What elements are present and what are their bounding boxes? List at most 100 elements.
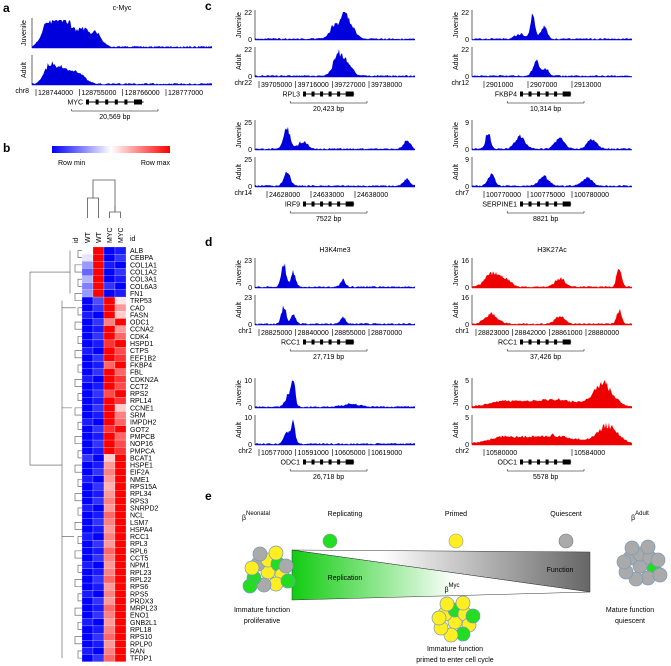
size-bracket [289,469,368,472]
gene-label: MRPL23 [130,606,157,613]
heatmap-cell [114,397,127,405]
dendrogram-branch [77,536,82,545]
heatmap-cell [114,540,127,548]
size-bracket [289,349,368,352]
size-label: 27,719 bp [313,354,344,361]
heatmap-cell [81,647,94,655]
exon [545,339,549,345]
heatmap-cell [103,354,116,362]
heatmap-cell [114,511,127,519]
heatmap-cell [92,511,105,519]
chromosome: chr22 [234,80,252,87]
coord-label: 128766000 [125,90,160,97]
exon [545,91,549,97]
track-min: 0 [465,322,469,329]
gene-label: BCAT1 [130,455,152,462]
dendrogram-branch [74,264,82,273]
heatmap-cell [114,632,127,641]
gene-label: PMPCA [130,448,155,455]
exon [337,459,341,465]
track-min: 0 [465,442,469,449]
beta-label: βNeonatal [242,511,270,522]
heatmap-cell [103,397,116,405]
heatmap-cell [81,640,94,648]
gene-label: IMPDH2 [130,420,157,427]
chromosome: chr1 [238,328,252,335]
heatmap-cell [114,389,127,398]
gene-label: HSPE1 [130,463,153,470]
track-label: Adult [453,422,460,438]
heatmap-cell [92,604,105,612]
gene-label: HSPD1 [130,341,153,348]
heatmap-cell [114,582,127,591]
exon [562,459,571,465]
gene-label: RPS6 [130,584,148,591]
heatmap-cell [103,604,116,612]
heatmap-cell [81,375,94,383]
exon [520,339,523,345]
heatmap-cell [92,275,105,283]
gene-label: EIF2A [130,470,150,477]
track-min: 0 [465,74,469,81]
coverage-track [472,422,632,445]
coord-label: 10591000 [298,450,329,457]
heatmap-cell [103,361,116,369]
cell-icon [322,533,338,549]
heatmap-cell [92,289,105,298]
track-label: Juvenile [236,260,243,286]
state-label: Primed [445,511,467,518]
track-label: Juvenile [236,12,243,38]
heatmap-cell [114,640,127,648]
gene-name: IRF9 [285,202,300,209]
gene-name: ODC1 [498,460,518,467]
cell [278,558,294,574]
dendrogram-branch [74,350,82,359]
heatmap-cell [103,647,116,655]
exon [311,459,315,465]
heatmap-cell [92,375,105,383]
coord-label: 2913000 [574,82,601,89]
heatmap-cell [103,368,116,376]
heatmap-cell [103,482,116,491]
coord-label: 28861000 [551,330,582,337]
gene-label: COL1A2 [130,270,157,277]
heatmap-cell [92,482,105,491]
chromosome: chr8 [15,88,29,95]
gene-label: CTPS [130,348,149,355]
heatmap-cell [81,447,94,455]
gene-label: EEF1B2 [130,355,156,362]
dendrogram-branch [74,293,82,301]
coverage-track [255,263,415,288]
heatmap-cell [81,432,94,441]
gene-label: GNB2L1 [130,620,157,627]
gene-label: FASN [130,312,148,319]
heatmap-cell [81,611,94,619]
track-max: 22 [244,47,252,54]
heatmap-cell [114,439,127,448]
gene-name: RCC1 [281,340,300,347]
heatmap-cell [114,454,127,462]
exon [528,339,532,345]
beta-symbol: β [242,515,246,522]
gene-name: RPL3 [282,92,300,99]
cell-icon [448,533,464,549]
heatmap-cell [103,275,116,283]
track-max: 22 [244,10,252,17]
heatmap-cell [81,275,94,283]
heatmap-cell [114,361,127,369]
heatmap-cell [103,532,116,541]
dendrogram-branch [77,336,82,344]
heatmap-cell [81,382,94,391]
coverage-track [255,12,415,40]
heatmap-cell [92,547,105,555]
coord-label: 10605000 [334,450,365,457]
heatmap-cell [114,368,127,376]
heatmap-cell [92,590,105,598]
gene-label: ALB [130,248,144,255]
coord-label: 128777000 [168,90,203,97]
exon [528,201,532,207]
heatmap-cell [114,375,127,383]
heatmap-cell [81,654,94,662]
cell-icon [558,533,574,549]
track-label: Juvenile [453,12,460,38]
